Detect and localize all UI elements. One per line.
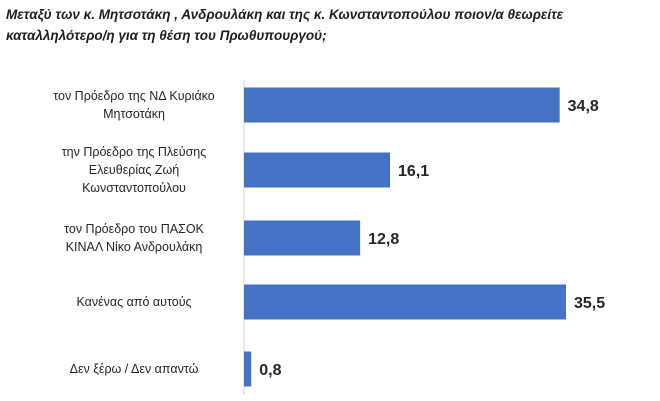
data-label: 35,5 — [574, 295, 605, 312]
data-label: 16,1 — [398, 163, 429, 180]
category-label: Κανένας από αυτούς — [76, 295, 191, 309]
category-label: τον Πρόεδρο του ΠΑΣΟΚ ΚΙΝΑΛ Νίκο Ανδρουλά… — [64, 222, 204, 254]
bar — [244, 87, 560, 123]
data-label: 0,8 — [259, 362, 281, 379]
category-label: τον Πρόεδρο της ΝΔ Κυριάκο Μητσοτάκη — [53, 89, 215, 121]
bar — [244, 220, 361, 256]
bar — [244, 284, 566, 320]
bar — [244, 351, 252, 387]
category-label: Δεν ξέρω / Δεν απαντώ — [70, 362, 199, 376]
data-label: 12,8 — [368, 231, 399, 248]
chart-title: Μεταξύ των κ. Μητσοτάκη , Ανδρουλάκη και… — [6, 7, 564, 43]
category-label: την Πρόεδρο της Πλεύσης Ελευθερίας Ζωή Κων… — [62, 145, 207, 195]
data-label: 34,8 — [568, 98, 599, 115]
bar — [244, 152, 391, 188]
